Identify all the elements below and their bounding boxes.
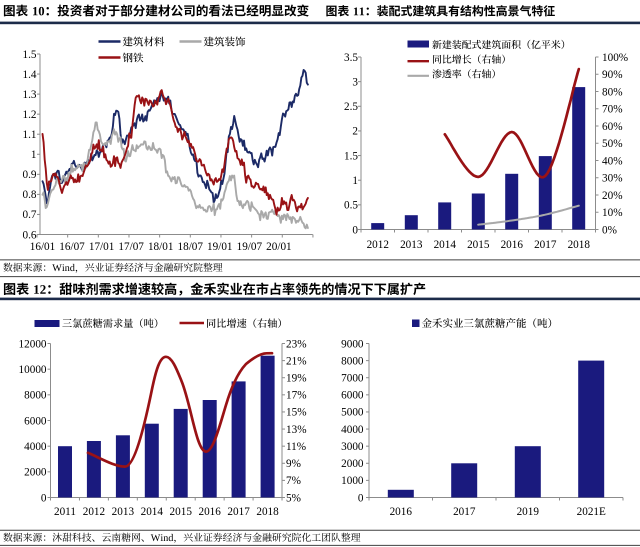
svg-text:0: 0 [41,492,47,504]
svg-text:1.2: 1.2 [23,109,37,121]
svg-text:18/07: 18/07 [178,241,204,253]
svg-text:2.5: 2.5 [344,101,358,113]
svg-text:6000: 6000 [24,415,47,427]
svg-text:2012: 2012 [83,506,105,518]
svg-text:2013: 2013 [400,239,423,251]
svg-text:2019: 2019 [517,506,540,518]
svg-text:16/07: 16/07 [59,241,85,253]
svg-text:4000: 4000 [24,441,47,453]
svg-text:0.8: 0.8 [23,189,37,201]
svg-text:3: 3 [352,76,358,88]
svg-text:2017: 2017 [227,506,250,518]
svg-text:50%: 50% [602,138,623,150]
svg-text:9000: 9000 [341,338,364,350]
svg-text:7%: 7% [286,475,301,487]
svg-text:17/01: 17/01 [89,241,114,253]
svg-text:4000: 4000 [341,424,364,436]
svg-text:0.6: 0.6 [23,229,37,241]
svg-text:19/07: 19/07 [237,241,263,253]
svg-text:19/01: 19/01 [207,241,232,253]
svg-text:2015: 2015 [467,239,490,251]
svg-text:2000: 2000 [24,467,47,479]
svg-text:3000: 3000 [341,441,364,453]
svg-text:8000: 8000 [341,355,364,367]
svg-text:40%: 40% [602,155,623,167]
svg-text:2016: 2016 [501,239,524,251]
svg-text:20%: 20% [602,190,623,202]
svg-text:1.5: 1.5 [344,150,358,162]
svg-text:1.5: 1.5 [23,49,37,61]
svg-text:5%: 5% [286,492,301,504]
svg-text:2018: 2018 [256,506,279,518]
svg-text:17/07: 17/07 [118,241,144,253]
svg-text:8000: 8000 [24,390,47,402]
svg-text:19%: 19% [286,373,307,385]
svg-text:16/01: 16/01 [30,241,55,253]
svg-text:2014: 2014 [434,239,457,251]
svg-text:100%: 100% [602,52,628,64]
svg-text:1.1: 1.1 [23,129,37,141]
svg-text:0: 0 [358,492,364,504]
svg-text:12000: 12000 [19,338,47,350]
svg-text:10%: 10% [602,207,623,219]
svg-text:0.7: 0.7 [23,209,37,221]
svg-text:20/01: 20/01 [266,241,291,253]
svg-text:1: 1 [352,175,358,187]
svg-text:0.9: 0.9 [23,169,37,181]
svg-text:10000: 10000 [19,364,47,376]
svg-text:2015: 2015 [170,506,193,518]
svg-text:15%: 15% [286,407,307,419]
svg-text:6000: 6000 [341,390,364,402]
svg-text:0%: 0% [602,224,617,236]
svg-text:0.5: 0.5 [344,200,358,212]
svg-text:2000: 2000 [341,458,364,470]
svg-text:2017: 2017 [534,239,557,251]
svg-text:80%: 80% [602,86,623,98]
svg-text:1.4: 1.4 [23,69,37,81]
svg-text:2017: 2017 [453,506,476,518]
svg-text:9%: 9% [286,458,301,470]
svg-text:2016: 2016 [198,506,221,518]
svg-text:30%: 30% [602,173,623,185]
svg-text:17%: 17% [286,390,307,402]
svg-text:2016: 2016 [390,506,413,518]
svg-text:2014: 2014 [141,506,164,518]
svg-text:70%: 70% [602,104,623,116]
svg-text:2021E: 2021E [577,506,606,518]
svg-text:2012: 2012 [367,239,389,251]
svg-text:18/01: 18/01 [148,241,173,253]
svg-text:11%: 11% [286,441,306,453]
svg-text:60%: 60% [602,121,623,133]
svg-text:5000: 5000 [341,407,364,419]
svg-text:21%: 21% [286,355,307,367]
svg-text:7000: 7000 [341,373,364,385]
svg-text:2013: 2013 [112,506,135,518]
svg-text:2: 2 [352,126,358,138]
svg-text:23%: 23% [286,338,307,350]
svg-text:1: 1 [31,149,37,161]
svg-text:1000: 1000 [341,475,364,487]
svg-text:0: 0 [352,224,358,236]
svg-text:1.3: 1.3 [23,89,37,101]
svg-text:3.5: 3.5 [344,52,358,64]
svg-text:2018: 2018 [568,239,591,251]
svg-text:90%: 90% [602,69,623,81]
svg-text:13%: 13% [286,424,307,436]
svg-text:2011: 2011 [54,506,76,518]
